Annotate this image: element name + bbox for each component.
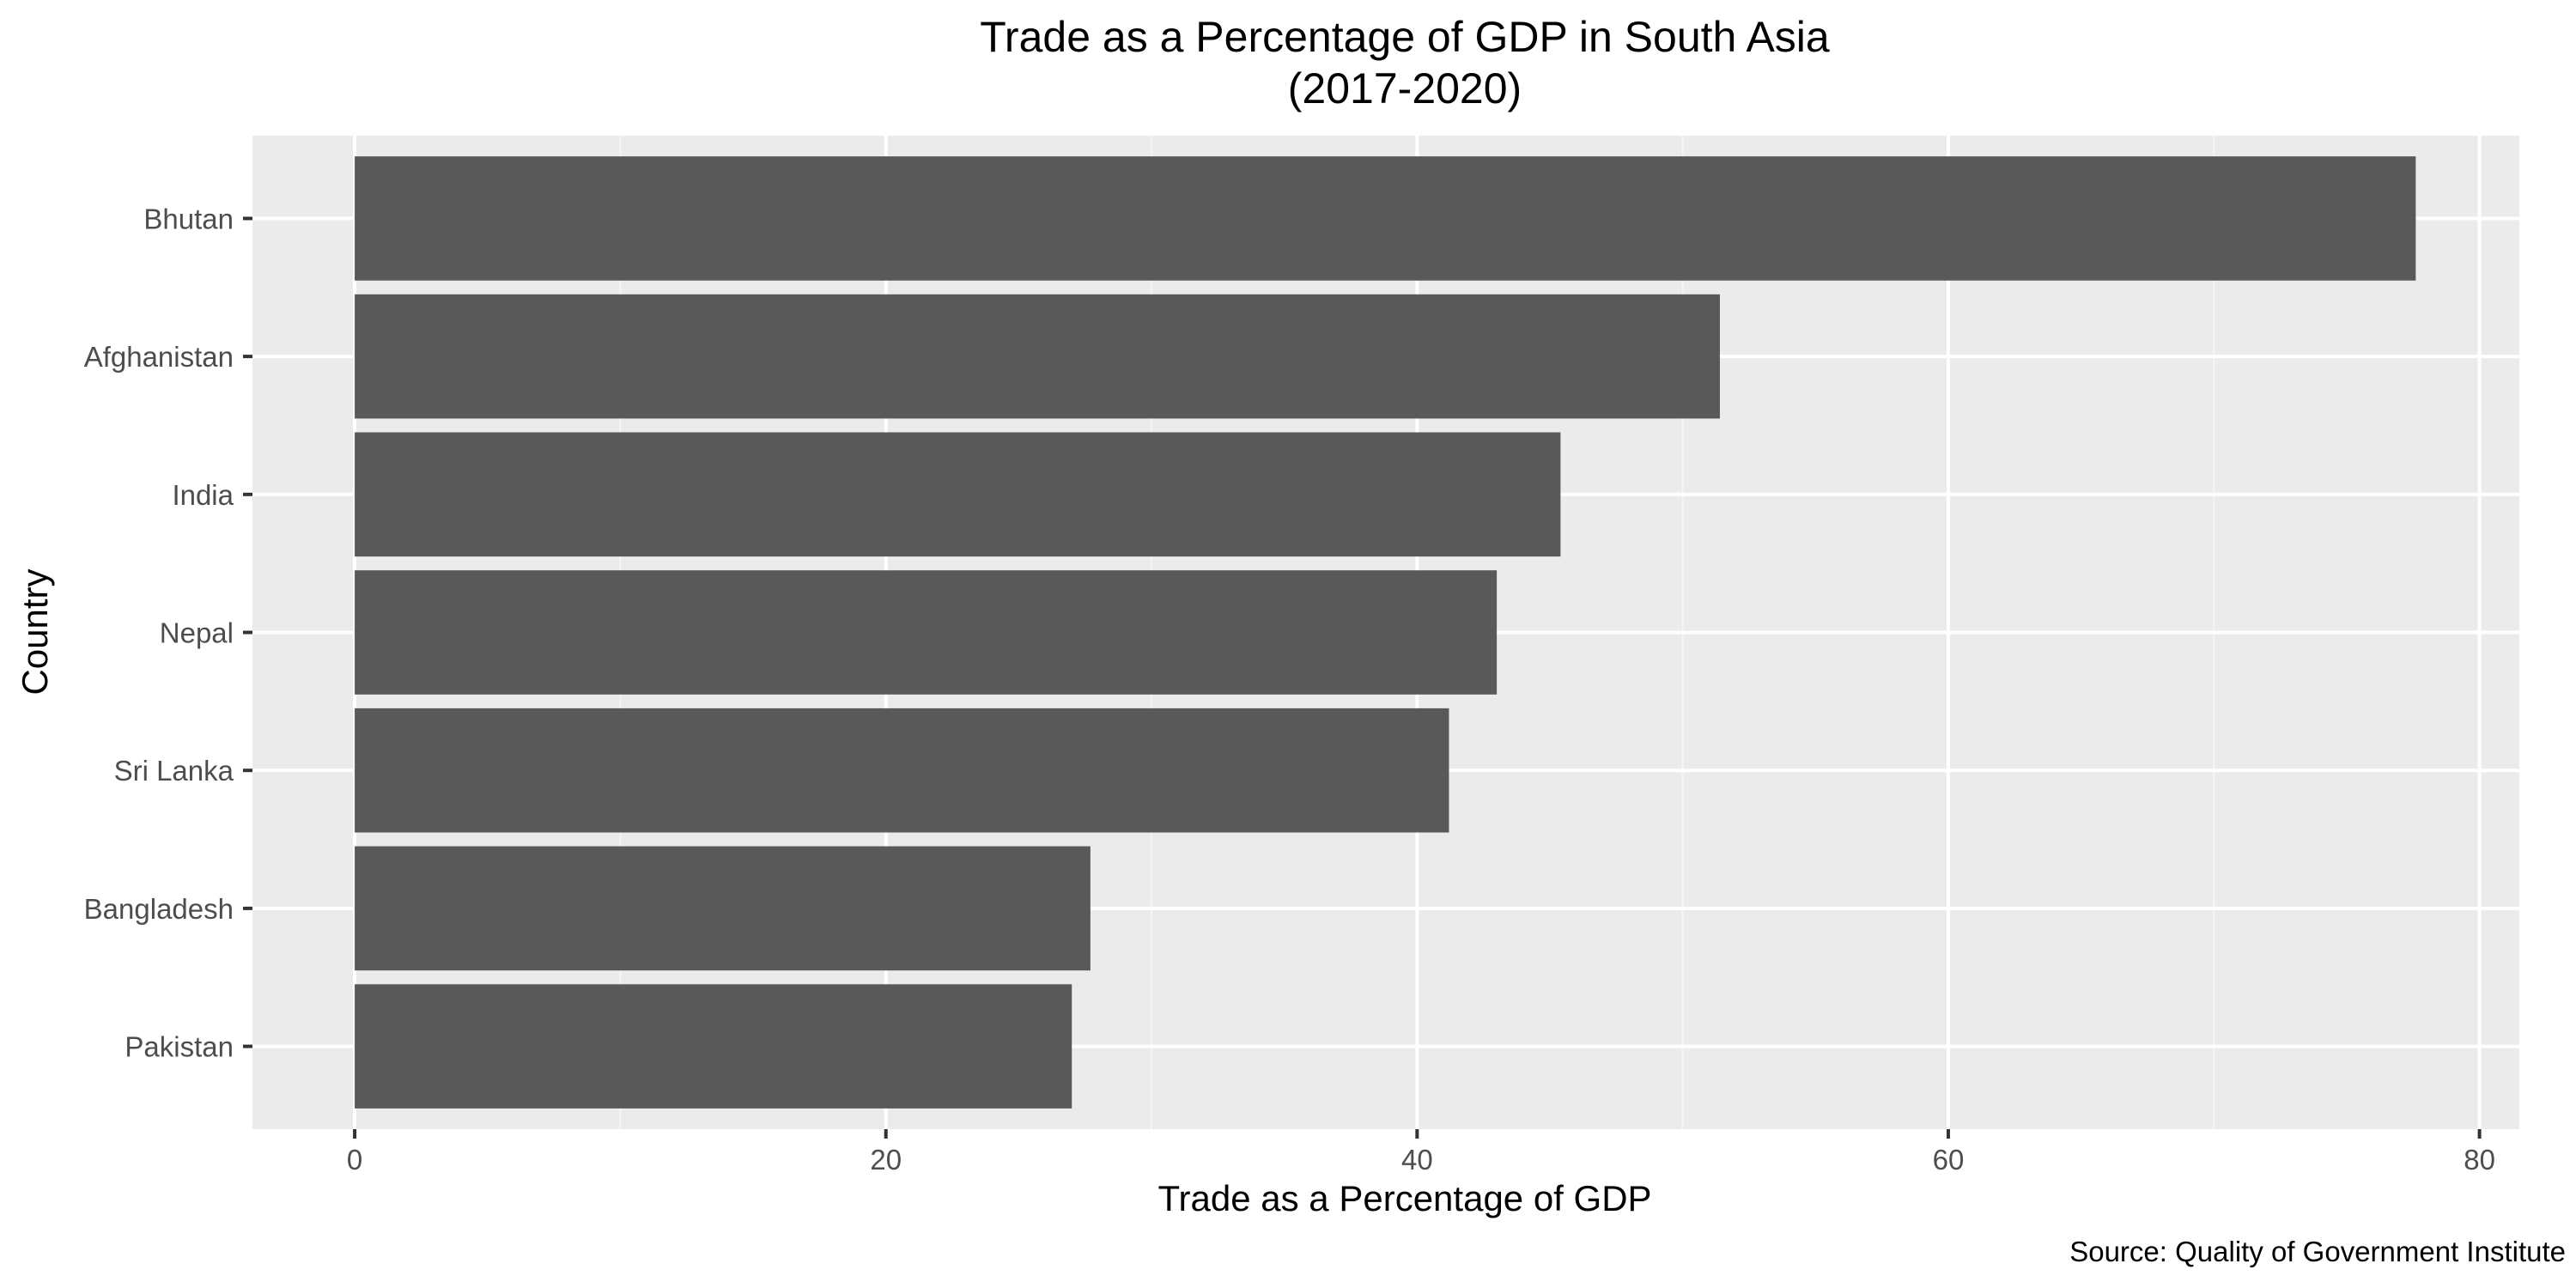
bar — [355, 156, 2416, 281]
y-axis-title: Country — [15, 568, 55, 695]
bar — [355, 294, 1720, 419]
x-tick-label: 80 — [2464, 1144, 2495, 1176]
y-tick-label: Nepal — [160, 617, 234, 649]
chart-title: Trade as a Percentage of GDP in South As… — [980, 13, 1830, 61]
bars — [355, 156, 2416, 1109]
bar — [355, 846, 1091, 971]
y-tick-label: Pakistan — [125, 1031, 234, 1063]
x-axis: 0 20 40 60 80 — [347, 1129, 2495, 1176]
y-axis: Bhutan Afghanistan India Nepal Sri Lanka Bang… — [84, 203, 252, 1063]
y-tick-label: Afghanistan — [84, 341, 234, 373]
y-tick-label: Sri Lanka — [114, 755, 234, 787]
x-tick-label: 40 — [1401, 1144, 1433, 1176]
x-tick-label: 0 — [347, 1144, 362, 1176]
x-tick-label: 20 — [870, 1144, 902, 1176]
y-tick-label: Bhutan — [143, 203, 234, 234]
y-tick-label: India — [172, 479, 234, 511]
chart-subtitle: (2017-2020) — [1288, 64, 1522, 112]
x-axis-title: Trade as a Percentage of GDP — [1157, 1178, 1651, 1218]
y-tick-label: Bangladesh — [84, 893, 234, 925]
bar — [355, 708, 1449, 833]
bar — [355, 570, 1498, 695]
source-caption: Source: Quality of Government Institute — [2069, 1236, 2566, 1267]
bar — [355, 432, 1561, 557]
x-tick-label: 60 — [1933, 1144, 1965, 1176]
bar — [355, 984, 1072, 1109]
